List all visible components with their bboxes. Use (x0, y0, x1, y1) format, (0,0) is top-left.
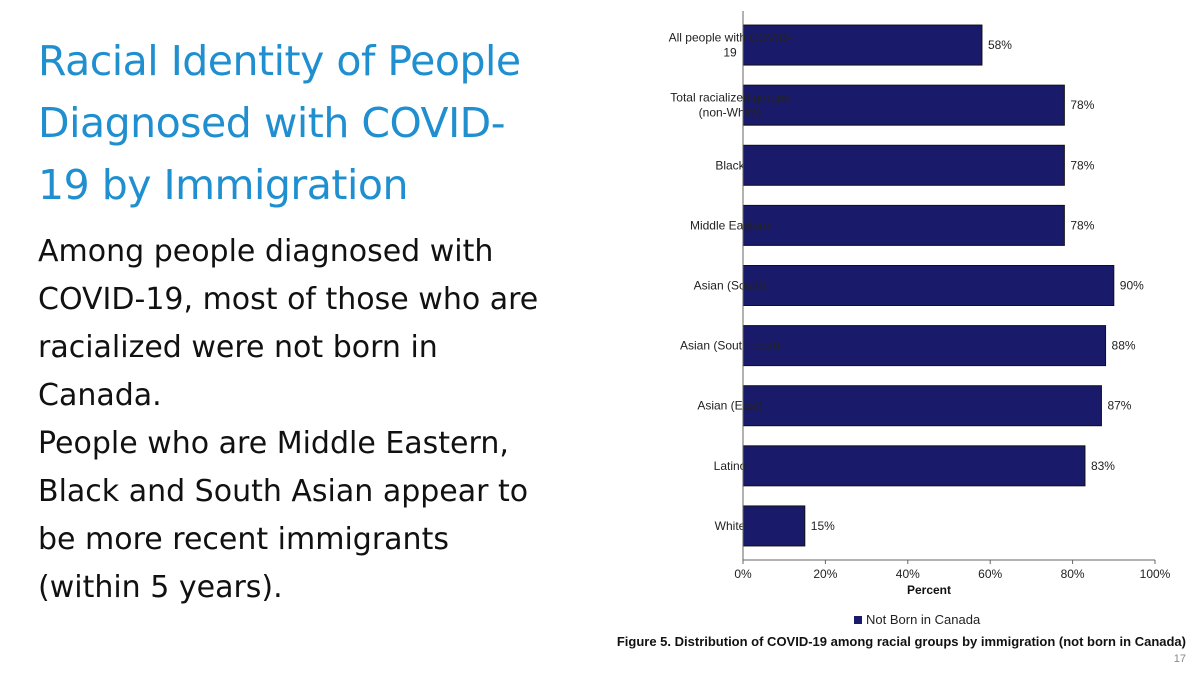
x-tick-label: 40% (896, 567, 920, 581)
bar (742, 505, 806, 547)
chart-legend: Not Born in Canada (854, 612, 980, 627)
legend-swatch (854, 615, 862, 624)
slide-body: Among people diagnosed with COVID-19, mo… (38, 228, 548, 612)
x-tick-label: 0% (734, 567, 752, 581)
category-label: Latino (714, 459, 747, 473)
bar (742, 144, 1065, 186)
data-label: 88% (1112, 339, 1136, 353)
data-label: 83% (1091, 459, 1115, 473)
legend-label: Not Born in Canada (866, 612, 981, 627)
category-label: Asian (South) (694, 279, 767, 293)
bar (742, 265, 1115, 306)
x-axis-title: Percent (907, 583, 951, 597)
x-tick-label: 20% (813, 567, 837, 581)
category-label: 19 (723, 46, 737, 60)
data-label: 78% (1070, 98, 1094, 112)
data-label: 78% (1070, 158, 1094, 172)
bar (742, 24, 983, 66)
data-label: 58% (988, 38, 1012, 52)
category-label: White (715, 519, 746, 533)
category-label: Black (715, 158, 745, 172)
bar-chart-svg: 58% All people with COVID-19 78% Total raci… (669, 11, 1171, 597)
data-label: 87% (1107, 399, 1131, 413)
figure-caption: Figure 5. Distribution of COVID-19 among… (616, 634, 1186, 649)
x-tick-label: 80% (1061, 567, 1085, 581)
category-label: All people with COVID- (669, 31, 792, 45)
slide-title: Racial Identity of People Diagnosed with… (38, 37, 521, 209)
data-label: 90% (1120, 279, 1144, 293)
body-paragraph-2: People who are Middle Eastern, Black and… (38, 426, 529, 605)
category-label: (non-White) (699, 106, 762, 120)
bar (742, 325, 1107, 367)
bar-chart: 58% All people with COVID- 19 78% Total raci… (560, 0, 1200, 675)
x-tick-label: 100% (1140, 567, 1171, 581)
data-label: 78% (1070, 218, 1094, 232)
bar (742, 385, 1102, 427)
category-label: Asian (East) (697, 399, 762, 413)
x-tick-label: 60% (978, 567, 1002, 581)
body-paragraph-1: Among people diagnosed with COVID-19, mo… (38, 234, 539, 413)
data-label: 15% (811, 519, 835, 533)
category-label: Middle Eastern (690, 218, 770, 232)
category-label: Total racialized groups (670, 91, 789, 105)
bar (742, 204, 1065, 246)
page-number: 17 (1173, 653, 1186, 665)
category-label: Asian (South East) (680, 339, 780, 353)
bar (742, 84, 1065, 126)
bar (742, 445, 1086, 487)
